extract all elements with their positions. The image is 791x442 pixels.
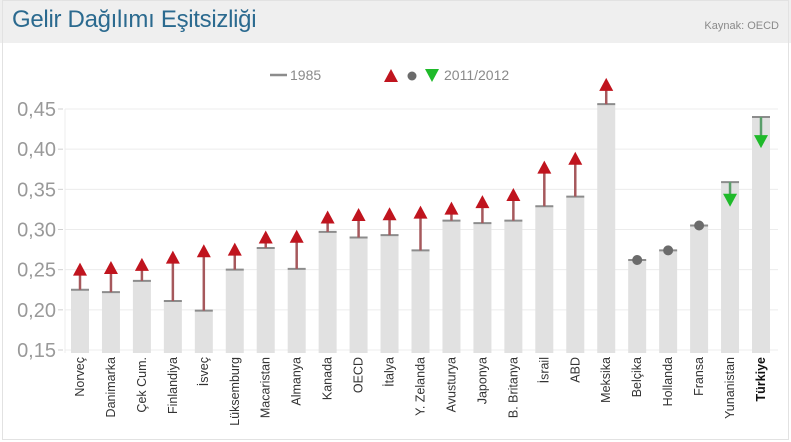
bar bbox=[752, 117, 770, 354]
unchanged-dot bbox=[632, 255, 643, 266]
bar bbox=[287, 268, 306, 353]
bar bbox=[473, 223, 492, 353]
bar bbox=[163, 300, 182, 353]
page-title: Gelir Dağılımı Eşitsizliği bbox=[12, 6, 257, 33]
bar bbox=[411, 250, 430, 353]
bar bbox=[225, 269, 244, 353]
x-tick-label: Meksika bbox=[599, 357, 613, 403]
increase-arrow bbox=[506, 187, 521, 201]
bar bbox=[659, 250, 678, 353]
legend-unchanged-icon bbox=[407, 71, 417, 81]
bar bbox=[597, 104, 616, 354]
increase-arrow bbox=[227, 242, 242, 256]
y-tick-label: 0,25 bbox=[17, 260, 56, 282]
bar bbox=[101, 292, 120, 353]
source-label: Kaynak: OECD bbox=[704, 20, 779, 32]
bar bbox=[628, 260, 647, 353]
increase-arrow bbox=[103, 261, 118, 275]
x-tick-label: Finlandiya bbox=[166, 357, 180, 414]
bar bbox=[504, 220, 523, 353]
increase-arrow bbox=[320, 210, 335, 224]
x-tick-label: İtalya bbox=[383, 357, 397, 387]
x-tick-label: Japonya bbox=[475, 357, 489, 404]
increase-arrow bbox=[444, 201, 459, 215]
y-tick-label: 0,45 bbox=[17, 99, 56, 121]
legend-2011-label: 2011/2012 bbox=[444, 67, 509, 83]
unchanged-dot bbox=[663, 245, 674, 256]
increase-arrow bbox=[475, 195, 490, 209]
increase-arrow bbox=[165, 250, 180, 264]
x-tick-label: Macaristan bbox=[259, 357, 273, 418]
y-tick-label: 0,40 bbox=[17, 139, 56, 161]
increase-arrow bbox=[258, 230, 273, 244]
increase-arrow bbox=[196, 244, 211, 258]
x-tick-label: Almanya bbox=[290, 357, 304, 406]
increase-arrow bbox=[568, 151, 583, 165]
x-tick-label: Lüksemburg bbox=[228, 357, 242, 426]
decrease-arrow bbox=[754, 135, 768, 149]
decrease-arrow bbox=[723, 193, 738, 207]
increase-arrow bbox=[413, 205, 428, 219]
y-tick-label: 0,35 bbox=[17, 179, 56, 201]
x-tick-label: Kanada bbox=[321, 357, 335, 400]
legend-increase-icon bbox=[384, 69, 398, 82]
bar bbox=[194, 310, 213, 353]
y-tick-label: 0,20 bbox=[17, 300, 56, 322]
bar bbox=[690, 225, 709, 353]
bar bbox=[721, 182, 740, 353]
unchanged-dot bbox=[694, 220, 705, 231]
x-tick-label: ABD bbox=[568, 357, 582, 383]
x-tick-label: Avusturya bbox=[444, 357, 458, 412]
y-tick-label: 0,15 bbox=[17, 340, 56, 362]
increase-arrow bbox=[599, 77, 614, 91]
bar bbox=[132, 280, 151, 353]
x-tick-label: İsrail bbox=[537, 357, 551, 383]
x-tick-label: Çek Cum. bbox=[135, 357, 149, 413]
x-tick-label: OECD bbox=[352, 357, 366, 393]
increase-arrow bbox=[134, 257, 149, 271]
x-tick-label: Norveç bbox=[73, 357, 87, 397]
x-tick-label: Belçika bbox=[630, 357, 644, 397]
legend-1985-label: 1985 bbox=[290, 67, 321, 83]
x-tick-label: Hollanda bbox=[661, 357, 675, 406]
bar bbox=[442, 220, 461, 353]
x-tick-label: Danimarka bbox=[104, 357, 118, 417]
increase-arrow bbox=[351, 208, 366, 222]
x-tick-label: B. Britanya bbox=[506, 357, 520, 418]
bar bbox=[71, 289, 89, 353]
y-tick-label: 0,30 bbox=[17, 220, 56, 242]
increase-arrow bbox=[289, 229, 304, 243]
bar bbox=[349, 237, 368, 353]
header-bar: Gelir Dağılımı Eşitsizliği Kaynak: OECD bbox=[0, 0, 791, 43]
bar bbox=[318, 231, 337, 353]
legend-decrease-icon bbox=[425, 69, 439, 82]
x-tick-label: İsveç bbox=[197, 357, 211, 386]
x-tick-label: Fransa bbox=[692, 357, 706, 396]
increase-arrow bbox=[382, 207, 397, 221]
x-tick-label: Y. Zelanda bbox=[414, 357, 428, 416]
bar bbox=[535, 206, 554, 353]
bar bbox=[380, 235, 399, 353]
bar bbox=[566, 196, 585, 353]
increase-arrow bbox=[73, 262, 87, 276]
bar bbox=[256, 247, 275, 353]
x-tick-label: Türkiye bbox=[754, 357, 768, 402]
x-tick-label: Yunanistan bbox=[723, 357, 737, 419]
increase-arrow bbox=[537, 160, 552, 174]
